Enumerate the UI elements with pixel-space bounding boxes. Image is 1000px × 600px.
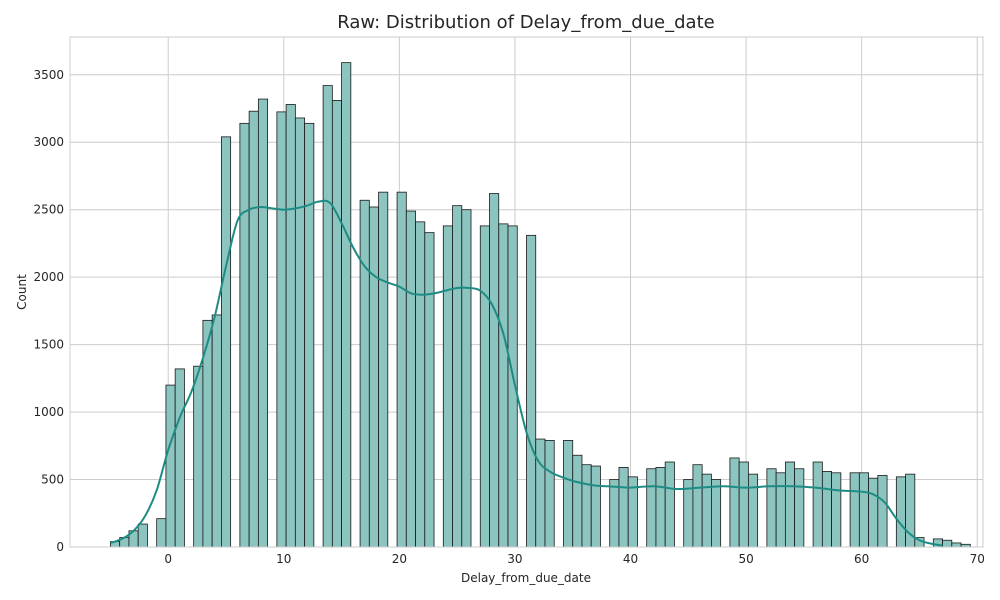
histogram-bar (563, 440, 574, 548)
x-axis-label: Delay_from_due_date (461, 571, 591, 585)
histogram-bar (378, 191, 389, 548)
x-tick-label: 20 (392, 552, 407, 566)
histogram-bar (775, 472, 786, 548)
histogram-bar (692, 464, 703, 548)
histogram-bar (664, 461, 675, 548)
histogram-bar (951, 542, 962, 548)
histogram-bar (858, 472, 869, 548)
chart-title: Raw: Distribution of Delay_from_due_date (337, 12, 714, 33)
y-tick-label: 0 (56, 540, 64, 554)
histogram-bar (526, 234, 537, 548)
histogram-bar (368, 206, 379, 548)
histogram-bar (942, 539, 953, 548)
histogram-bar (784, 461, 796, 548)
histogram-bar (609, 479, 620, 548)
plot-frame (69, 36, 984, 548)
histogram-bar (535, 438, 546, 548)
y-tick-label: 1500 (33, 338, 64, 352)
histogram-bar (646, 468, 657, 548)
histogram-bar (193, 365, 204, 548)
y-axis-ticks: 0 500 1000 1500 2000 2500 3000 3500 (33, 68, 64, 554)
y-tick-label: 3000 (33, 135, 64, 149)
histogram-bar (489, 193, 500, 548)
y-tick-label: 500 (41, 473, 64, 487)
histogram-bar (701, 473, 712, 548)
histogram-bar (248, 110, 259, 548)
kde-curve (110, 199, 943, 547)
x-tick-label: 70 (970, 552, 985, 566)
x-tick-label: 0 (164, 552, 172, 566)
histogram-bar (165, 384, 176, 548)
x-tick-label: 40 (623, 552, 638, 566)
histogram-bar (747, 473, 759, 548)
histogram-bars (110, 62, 971, 548)
histogram-bar (544, 440, 555, 548)
histogram-bar (831, 472, 842, 548)
y-tick-label: 3500 (33, 68, 64, 82)
histogram-bar (655, 466, 666, 548)
x-axis-ticks: 0 10 20 30 40 50 60 70 (164, 552, 984, 566)
histogram-bar (415, 221, 426, 548)
histogram-bar (877, 475, 888, 548)
histogram-bar (498, 223, 509, 548)
histogram-bar (868, 477, 879, 548)
histogram-bar (137, 523, 148, 548)
histogram-bar (461, 209, 472, 548)
x-tick-label: 60 (854, 552, 869, 566)
histogram-bar (590, 465, 601, 548)
histogram-bar (359, 199, 370, 548)
histogram-bar (294, 117, 306, 548)
histogram-bar (285, 104, 296, 548)
histogram-bar (211, 314, 222, 548)
histogram-bar (239, 122, 250, 548)
histogram-bar (738, 461, 749, 548)
y-axis-label: Count (15, 274, 29, 310)
histogram-bar (405, 210, 416, 548)
histogram-bar (618, 466, 629, 548)
histogram-bar (711, 479, 722, 548)
histogram-bar (220, 136, 232, 548)
histogram-bar (794, 468, 805, 548)
histogram-bar (581, 464, 592, 548)
histogram-bar (322, 85, 333, 548)
histogram-bar (821, 471, 833, 548)
y-tick-label: 2000 (33, 270, 64, 284)
kde-line (110, 199, 943, 547)
histogram-bar (479, 225, 490, 548)
x-tick-label: 30 (507, 552, 522, 566)
histogram-bar (572, 454, 583, 548)
histogram-bar (424, 232, 435, 548)
histogram-bar (276, 111, 287, 548)
x-tick-label: 10 (276, 552, 291, 566)
histogram-bar (849, 472, 860, 548)
histogram-bar (729, 457, 740, 548)
histogram-bar (304, 122, 315, 548)
histogram-bar (341, 62, 352, 548)
histogram-bar (156, 518, 167, 548)
y-tick-label: 1000 (33, 405, 64, 419)
y-tick-label: 2500 (33, 203, 64, 217)
histogram-bar (452, 205, 463, 548)
histogram-bar (442, 225, 453, 548)
histogram-bar (257, 98, 269, 548)
x-tick-label: 50 (738, 552, 753, 566)
histogram-bar (895, 476, 906, 548)
histogram-bar (331, 100, 342, 548)
histogram-bar (812, 461, 823, 548)
histogram-bar (174, 368, 185, 548)
histogram-bar (396, 191, 407, 548)
histogram-bar (766, 468, 777, 548)
